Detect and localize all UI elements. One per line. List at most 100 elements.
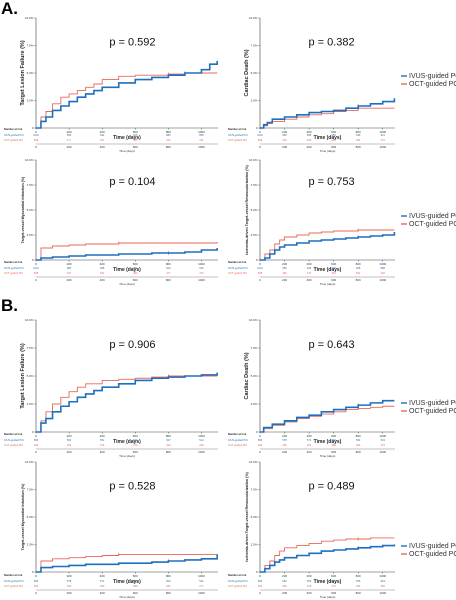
km-panel-b-tlf: 0 2.5% 5.0% 7.5% 10.0% 0 200 400 600 800 1000 Targe… — [4, 318, 218, 458]
a-cd-risk-count-oct: 498 — [307, 138, 312, 142]
a-idtvr-risk-count-ivus: 928 — [331, 266, 336, 270]
a-tvmi-risk-count-oct: 491 — [100, 271, 105, 275]
b-tlf-y-axis-label: Target Lesion Failure (%) — [20, 343, 26, 408]
b-tvmi-ytick-label: 10.0% — [25, 460, 34, 464]
a-cd-risk-count-oct: 470 — [381, 138, 386, 142]
a-tlf-risk-xtick-label: 400 — [100, 145, 105, 149]
a-idtvr-risk-x-label: Time (days) — [320, 282, 336, 286]
b-idtvr-ytick-label: 0 — [256, 570, 258, 574]
a-tvmi-xtick-label: 200 — [67, 262, 72, 266]
a-cd-risk-count-ivus: 1010 — [257, 133, 263, 137]
a-tvmi-xtick-label: 1000 — [198, 262, 205, 266]
a-idtvr-risk-count-oct: 463 — [331, 271, 336, 275]
a-cd-ivus-curve — [260, 98, 396, 129]
b-tlf-risk-count-oct: 282 — [67, 443, 72, 447]
b-tlf-ytick-label: 2.5% — [27, 402, 34, 406]
b-tvmi-risk-count-ivus: 571 — [100, 579, 105, 583]
b-tlf-risk-count-ivus: 541 — [133, 438, 138, 442]
b-tlf-ytick-label: 5.0% — [27, 374, 34, 378]
b-tlf-risk-count-oct: 276 — [100, 443, 105, 447]
a-tvmi-risk-xtick-label: 800 — [166, 278, 171, 282]
b-cd-risk-xtick-label: 400 — [307, 450, 312, 454]
a-tvmi-risk-count-oct: 508 — [34, 271, 39, 275]
b-cd-risk-count-ivus: 571 — [307, 438, 312, 442]
a-cd-risk-count-ivus: 939 — [356, 133, 361, 137]
b-cd-risk-count-ivus: 565 — [331, 438, 336, 442]
a-tlf-ytick-label: 2.5% — [27, 99, 34, 103]
b-cd-xtick-label: 400 — [307, 434, 312, 438]
b-idtvr-legend-ivus-label: IVUS-guided PCI — [409, 543, 456, 550]
a-cd-y-axis-label: Cardiac Death (%) — [244, 49, 250, 96]
a-tlf-risk-title: Number at risk — [4, 127, 23, 131]
a-idtvr-risk-xtick-label: 200 — [282, 278, 287, 282]
a-tlf-ivus-curve — [36, 60, 218, 129]
b-cd-legend-oct-label: OCT-guided PCI — [409, 408, 456, 415]
b-tlf-risk-count-ivus: 596 — [34, 438, 39, 442]
b-tvmi-ytick-label: 0 — [32, 570, 34, 574]
b-tvmi-oct-curve — [36, 553, 218, 573]
a-tvmi-risk-count-ivus: 1010 — [33, 266, 39, 270]
b-idtvr-p-value: p = 0.489 — [308, 481, 354, 493]
a-cd-xtick-label: 400 — [307, 130, 312, 134]
b-idtvr-ytick-label: 5.0% — [251, 515, 258, 519]
b-idtvr-x-axis-label: Time (days) — [314, 579, 342, 585]
a-tlf-ytick-label: 7.5% — [27, 44, 34, 48]
a-tvmi-x-axis-label: Time (days) — [113, 267, 141, 273]
a-idtvr-risk-count-oct: 474 — [307, 271, 312, 275]
a-idtvr-risk-xtick-label: 400 — [307, 278, 312, 282]
km-panel-a-cd: 0 2.5% 5.0% 7.5% 10.0% 0 200 400 600 800 1000 Cardi… — [228, 16, 456, 153]
a-cd-ytick-label: 7.5% — [251, 44, 258, 48]
b-tlf-oct-curve — [36, 375, 218, 433]
b-tlf-risk-xtick-label: 0 — [35, 450, 37, 454]
b-idtvr-oct-curve — [260, 537, 395, 573]
a-cd-risk-label-oct: OCT-guided PCI — [228, 138, 247, 142]
a-tlf-xtick-label: 200 — [67, 130, 72, 134]
a-tlf-risk-label-ivus: IVUS-guided PCI — [4, 133, 24, 137]
a-cd-xtick-label: 800 — [356, 130, 361, 134]
b-tvmi-xtick-label: 200 — [67, 574, 72, 578]
a-cd-risk-count-ivus: 980 — [282, 133, 287, 137]
a-idtvr-ytick-label: 2.5% — [251, 233, 258, 237]
a-idtvr-xtick-label: 400 — [307, 262, 312, 266]
b-tvmi-risk-count-ivus: 563 — [133, 579, 138, 583]
b-idtvr-risk-count-oct: 283 — [282, 584, 287, 588]
b-idtvr-risk-count-ivus: 553 — [307, 579, 312, 583]
b-idtvr-xtick-label: 200 — [282, 574, 287, 578]
b-tvmi-x-axis-label: Time (days) — [113, 579, 141, 585]
a-idtvr-risk-count-ivus: 1010 — [257, 266, 263, 270]
b-idtvr-risk-count-ivus: 596 — [258, 579, 263, 583]
b-idtvr-risk-xtick-label: 400 — [307, 591, 312, 595]
a-cd-risk-xtick-label: 200 — [282, 145, 287, 149]
b-idtvr-risk-xtick-label: 800 — [356, 591, 361, 595]
a-cd-risk-xtick-label: 1000 — [379, 145, 386, 149]
b-cd-legend-ivus-label: IVUS-guided PCI — [409, 400, 456, 407]
a-cd-risk-x-label: Time (days) — [320, 149, 336, 153]
a-cd-risk-count-ivus: 968 — [307, 133, 312, 137]
a-idtvr-risk-xtick-label: 800 — [356, 278, 361, 282]
a-idtvr-risk-xtick-label: 600 — [331, 278, 336, 282]
a-tlf-xtick-label: 1000 — [198, 130, 205, 134]
b-cd-xtick-label: 600 — [331, 434, 336, 438]
b-cd-risk-count-ivus: 543 — [381, 438, 386, 442]
km-panel-a-tlf: 0 2.5% 5.0% 7.5% 10.0% 0 200 400 600 800 1000 Targe… — [4, 16, 218, 153]
b-tlf-xtick-label: 800 — [166, 434, 171, 438]
a-cd-ytick-label: 5.0% — [251, 71, 258, 75]
b-tlf-xtick-label: 400 — [100, 434, 105, 438]
b-cd-risk-count-ivus: 554 — [356, 438, 361, 442]
b-tlf-risk-count-ivus: 551 — [100, 438, 105, 442]
b-tlf-x-axis-label: Time (days) — [113, 439, 141, 445]
b-cd-risk-count-ivus: 596 — [258, 438, 263, 442]
b-tlf-risk-count-ivus: 562 — [67, 438, 72, 442]
a-tlf-risk-xtick-label: 800 — [166, 145, 171, 149]
b-idtvr-y-axis-label: Ischemia-driven Target-vessel Revascular… — [245, 471, 249, 561]
b-tvmi-risk-count-oct: 282 — [166, 584, 171, 588]
b-idtvr-xtick-label: 400 — [307, 574, 312, 578]
a-tlf-risk-count-ivus: 1010 — [33, 133, 39, 137]
b-tvmi-risk-count-oct: 290 — [100, 584, 105, 588]
a-cd-xtick-label: 200 — [282, 130, 287, 134]
a-tvmi-xtick-label: 800 — [166, 262, 171, 266]
a-idtvr-xtick-label: 600 — [331, 262, 336, 266]
a-idtvr-y-axis-label: Ischemia-driven Target-vessel Revascular… — [245, 164, 249, 254]
b-idtvr-risk-count-oct: 273 — [331, 584, 336, 588]
a-tlf-risk-count-ivus: 932 — [100, 133, 105, 137]
